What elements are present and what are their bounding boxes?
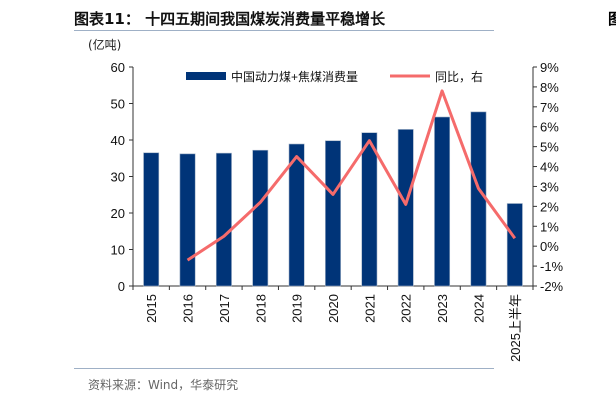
x-tick-label: 2016 [181, 294, 196, 323]
x-tick-label: 2024 [471, 294, 486, 323]
right-tick-label: 0% [540, 239, 559, 254]
right-tick-label: 8% [540, 80, 559, 95]
left-tick-label: 50 [111, 97, 125, 112]
left-tick-label: 10 [111, 243, 125, 258]
bar [506, 203, 523, 287]
x-tick-label: 2018 [253, 294, 268, 323]
legend-line-label: 同比，右 [435, 69, 483, 84]
legend-bar-label: 中国动力煤+焦煤消费量 [231, 69, 358, 84]
x-tick-label: 2021 [362, 294, 377, 323]
right-tick-label: 7% [540, 100, 559, 115]
right-tick-label: 3% [540, 179, 559, 194]
right-tick-label: 2% [540, 199, 559, 214]
yoy-line [186, 89, 517, 262]
chart-title: 图表11： 十四五期间我国煤炭消费量平稳增长 [74, 10, 386, 28]
bar [288, 143, 305, 287]
right-tick-label: -2% [540, 279, 564, 294]
x-tick-label: 2023 [435, 294, 450, 323]
bar [143, 152, 160, 287]
x-tick-label: 2015 [144, 294, 159, 323]
right-tick-label: 6% [540, 120, 559, 135]
x-tick-label: 2020 [326, 294, 341, 323]
left-tick-label: 0 [118, 279, 125, 294]
bar [215, 152, 232, 287]
left-tick-label: 60 [111, 60, 125, 75]
x-tick-label: 2025上半年 [508, 294, 523, 362]
bar [179, 153, 196, 287]
bar [434, 116, 451, 287]
title-divider [74, 30, 494, 31]
right-tick-label: 9% [540, 60, 559, 75]
left-axis-unit: (亿吨) [88, 38, 122, 52]
left-tick-label: 30 [111, 170, 125, 185]
left-tick-label: 40 [111, 133, 125, 148]
bar [470, 111, 487, 287]
right-tick-label: -1% [540, 259, 564, 274]
right-tick-label: 4% [540, 160, 559, 175]
right-tick-label: 1% [540, 219, 559, 234]
source-divider [74, 368, 494, 369]
x-tick-label: 2022 [399, 294, 414, 323]
left-tick-label: 20 [111, 206, 125, 221]
bar [252, 149, 269, 287]
legend-bar-swatch [186, 72, 226, 80]
source-note: 资料来源：Wind，华泰研究 [88, 378, 239, 392]
x-tick-label: 2017 [217, 294, 232, 323]
x-tick-label: 2019 [290, 294, 305, 323]
bar [325, 140, 341, 287]
right-tick-label: 5% [540, 140, 559, 155]
chart-svg: 0 10 20 30 40 50 60 -2% -1% 0% 1% 2% 3% 4% 5% 6% 7% 8% 9% 2… [111, 60, 564, 362]
bar [361, 132, 378, 287]
bar [397, 129, 414, 287]
adjacent-figure-edge: 图 [608, 10, 616, 28]
